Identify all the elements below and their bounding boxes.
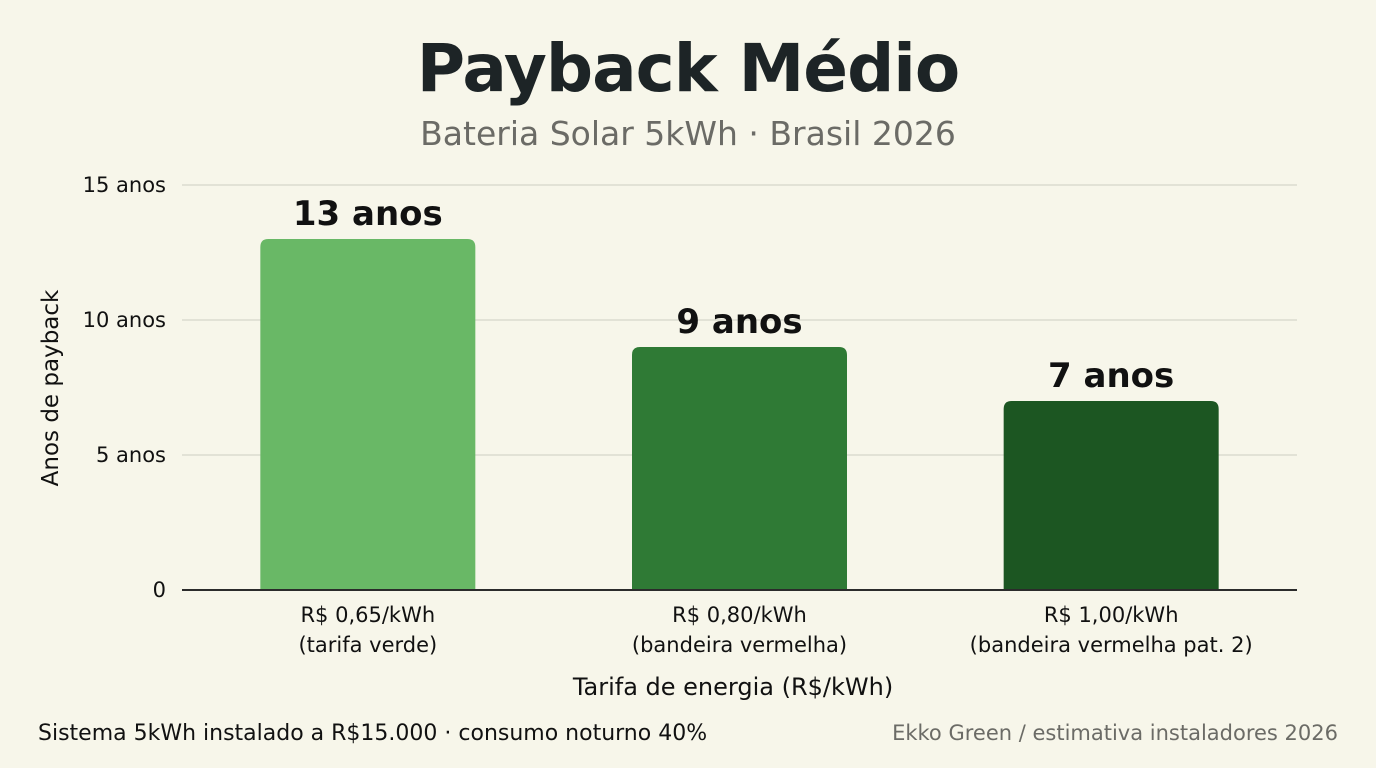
bar [632, 347, 847, 590]
y-tick-label: 10 anos [83, 308, 166, 332]
y-tick-label: 5 anos [96, 443, 166, 467]
y-tick-label: 0 [153, 578, 166, 602]
x-tick-label: R$ 1,00/kWh [1044, 603, 1179, 627]
x-tick-label: R$ 0,80/kWh [672, 603, 807, 627]
data-label: 9 anos [676, 302, 802, 342]
chart-subtitle: Bateria Solar 5kWh · Brasil 2026 [420, 114, 956, 153]
bar [1003, 401, 1219, 590]
data-label: 13 anos [293, 194, 443, 234]
y-axis-title: Anos de payback [38, 289, 64, 486]
x-axis-title: Tarifa de energia (R$/kWh) [572, 673, 893, 701]
footnote: Sistema 5kWh instalado a R$15.000 · cons… [38, 721, 708, 746]
source-credit: Ekko Green / estimativa instaladores 202… [892, 721, 1338, 745]
chart-title: Payback Médio [416, 30, 961, 107]
x-tick-label: (bandeira vermelha pat. 2) [970, 633, 1253, 657]
x-tick-label: R$ 0,65/kWh [300, 603, 435, 627]
bar [260, 239, 476, 590]
x-tick-label: (bandeira vermelha) [632, 633, 847, 657]
y-tick-label: 15 anos [83, 173, 166, 197]
data-label: 7 anos [1048, 356, 1174, 396]
x-tick-label: (tarifa verde) [298, 633, 437, 657]
